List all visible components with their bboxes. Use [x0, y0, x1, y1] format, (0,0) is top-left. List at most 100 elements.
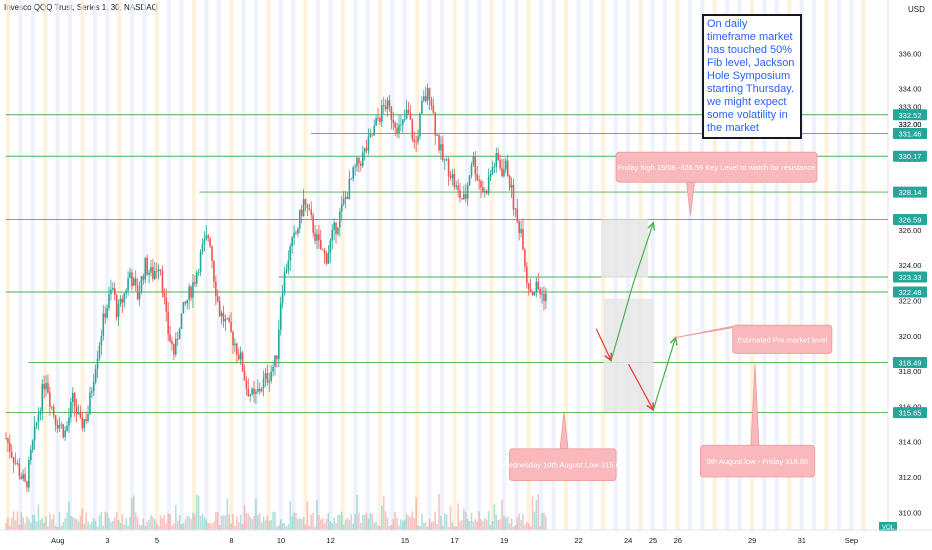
candle-body: [176, 339, 179, 340]
volume-bar: [377, 525, 379, 530]
volume-bar: [283, 523, 286, 530]
volume-bar: [331, 522, 334, 530]
volume-bar: [293, 512, 295, 530]
volume-bar: [484, 518, 486, 530]
volume-bar: [77, 521, 80, 530]
session-stripe: [489, 0, 494, 530]
volume-bar: [146, 521, 148, 530]
candle-body: [545, 293, 547, 302]
volume-bar: [178, 515, 181, 530]
volume-bar: [75, 518, 78, 530]
time-tick-label: 17: [450, 536, 458, 545]
candle-body: [211, 246, 213, 261]
level-badge: [893, 407, 927, 419]
candle-body: [253, 388, 255, 395]
volume-bar: [526, 522, 528, 530]
volume-bar: [316, 499, 318, 530]
candle-body: [257, 388, 259, 392]
candle-body: [335, 222, 337, 235]
volume-bar: [18, 524, 21, 530]
candle-body: [205, 235, 208, 240]
candle-body: [161, 270, 164, 293]
candle-body: [41, 383, 44, 412]
candle-body: [104, 313, 106, 318]
red-projection-arrow: [627, 363, 653, 410]
callout-text: Wednesday 10th August Low-315.65: [502, 461, 624, 470]
volume-bar: [73, 518, 76, 530]
level-badge: [893, 186, 927, 198]
candle-body: [308, 208, 311, 210]
volume-bar: [470, 512, 473, 530]
price-tick-label: 334.00: [899, 85, 922, 94]
candle-body: [146, 257, 148, 275]
volume-bar: [266, 515, 269, 530]
level-badge-label: 328.14: [899, 188, 922, 197]
session-stripe: [588, 0, 593, 530]
volume-bar: [321, 517, 324, 530]
session-stripe: [80, 0, 85, 530]
candle-body: [539, 288, 541, 295]
callout-box: [615, 151, 818, 183]
session-stripe: [241, 0, 246, 530]
volume-bar: [62, 522, 65, 530]
volume-bar: [291, 516, 293, 530]
volume-bar: [459, 521, 461, 530]
candle-body: [222, 312, 225, 322]
candle-body: [310, 209, 313, 216]
callout-text: 5th August low - Friday 318.56: [707, 457, 808, 466]
volume-bar: [89, 524, 91, 530]
candle-body: [350, 178, 353, 180]
candle-body: [92, 381, 95, 392]
volume-bar: [232, 514, 234, 530]
volume-bar: [30, 522, 32, 530]
candle-body: [461, 198, 463, 200]
volume-bar: [52, 514, 55, 530]
candle-body: [262, 378, 265, 389]
green-projection-arrow: [652, 338, 675, 411]
session-stripe: [477, 0, 482, 530]
candle-body: [371, 134, 374, 136]
candle-body: [453, 173, 456, 187]
volume-bar: [41, 517, 44, 530]
volume-bar: [243, 505, 246, 530]
session-stripe: [43, 0, 48, 530]
candle-body: [432, 105, 435, 113]
candle-body: [113, 288, 116, 296]
volume-bar: [264, 520, 267, 530]
candle-body: [377, 117, 379, 119]
candle-body: [66, 425, 68, 431]
callout-tail: [686, 181, 695, 216]
volume-bar: [239, 514, 242, 530]
candle-body: [409, 112, 412, 120]
volume-bar: [106, 512, 108, 530]
volume-bar: [390, 524, 393, 530]
volume-bar: [535, 499, 538, 530]
volume-bar: [247, 513, 250, 530]
time-tick-label: 15: [401, 536, 409, 545]
session-stripe: [254, 0, 258, 530]
candle-body: [365, 148, 368, 151]
volume-bar: [190, 518, 192, 530]
price-tick-label: 324.00: [899, 261, 922, 270]
candle-body: [123, 293, 126, 303]
volume-bar: [230, 523, 232, 530]
volume-bar: [537, 494, 540, 530]
volume-bar: [411, 511, 414, 530]
volume-bar: [180, 524, 183, 530]
volume-bar: [319, 519, 322, 530]
candle-body: [348, 178, 351, 199]
candle-body: [230, 321, 232, 332]
volume-bar: [173, 523, 175, 530]
volume-bar: [365, 512, 368, 530]
price-tick-label: 312.00: [899, 473, 922, 482]
volume-bar: [445, 514, 448, 530]
volume-bar: [373, 522, 375, 530]
volume-bar: [278, 525, 280, 530]
session-stripe: [204, 0, 209, 530]
volume-bar: [518, 513, 520, 530]
volume-bar: [199, 515, 202, 530]
volume-bar: [424, 522, 427, 530]
candle-body: [16, 462, 19, 464]
candle-body: [472, 156, 475, 165]
candle-body: [503, 169, 505, 177]
